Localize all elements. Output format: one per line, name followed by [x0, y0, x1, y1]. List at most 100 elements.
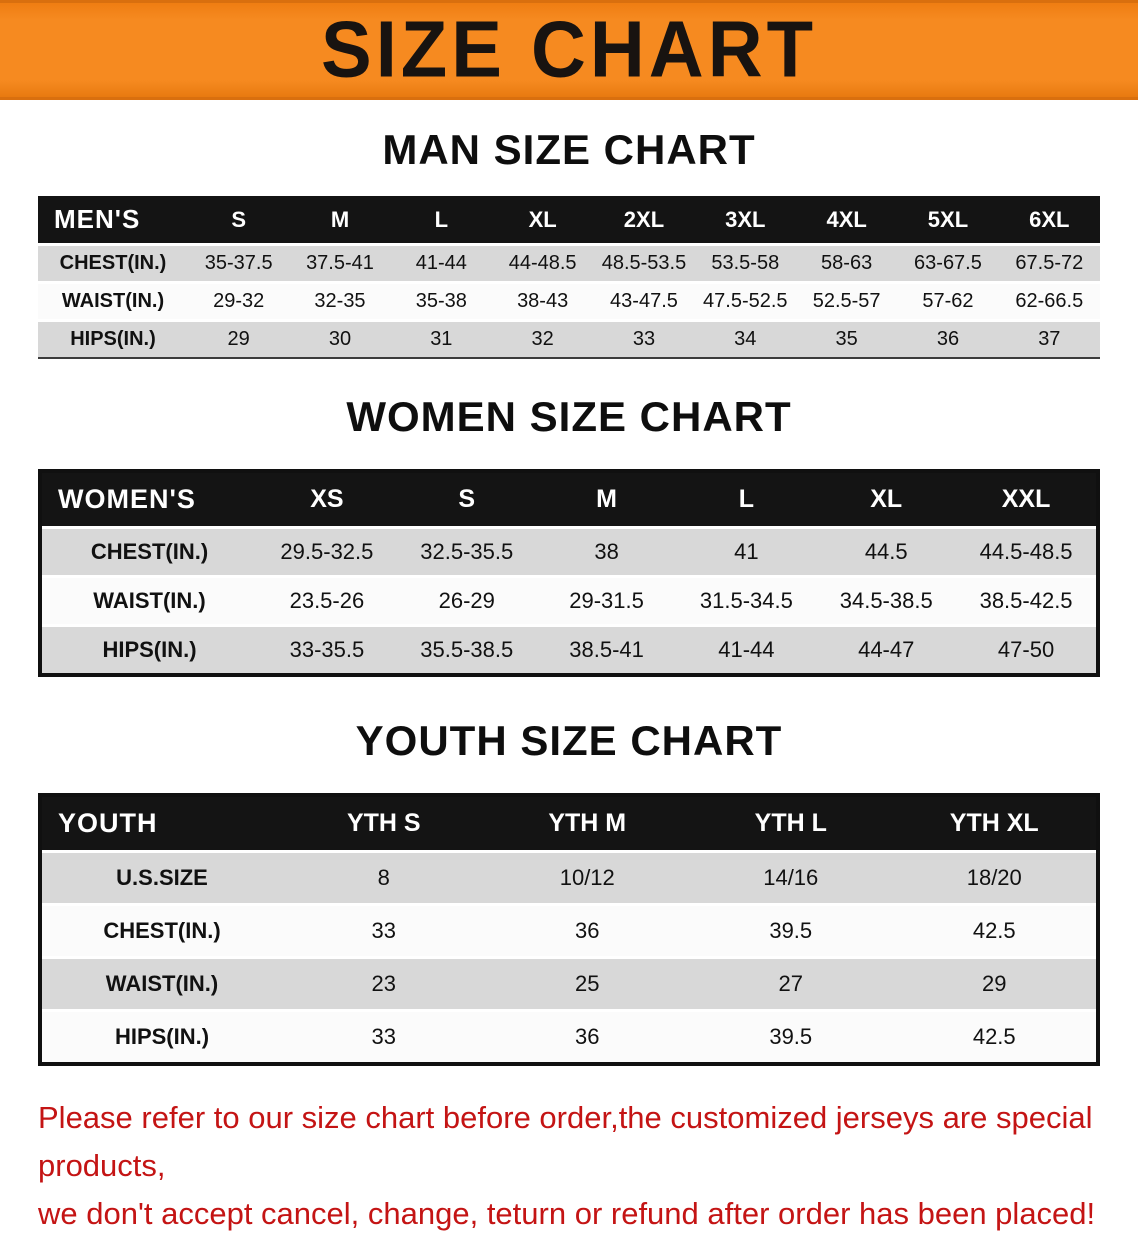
disclaimer-line-2: we don't accept cancel, change, teturn o…	[38, 1196, 1096, 1232]
women-section-heading: WOMEN SIZE CHART	[346, 393, 792, 440]
size-value: 44.5-48.5	[956, 529, 1096, 578]
size-column-header: XL	[816, 473, 957, 529]
size-value: 57-62	[897, 284, 999, 322]
size-value: 29.5-32.5	[257, 529, 397, 578]
size-value: 35-38	[390, 284, 492, 322]
size-column-header: YTH L	[689, 797, 893, 853]
banner: SIZE CHART	[0, 0, 1138, 100]
measurement-row: HIPS(IN.) 33 36 39.5 42.5	[42, 1012, 1096, 1062]
size-column-header: L	[390, 196, 492, 246]
size-value: 30	[328, 328, 352, 350]
size-column-header: M	[289, 196, 391, 246]
disclaimer-line-1: Please refer to our size chart before or…	[38, 1100, 1093, 1184]
size-value: 33	[371, 1024, 396, 1049]
size-value: 32-35	[289, 284, 391, 322]
size-value: 42.5	[892, 906, 1096, 959]
size-value: 8	[282, 853, 486, 906]
men-section-heading: MAN SIZE CHART	[382, 126, 756, 173]
size-column-header: 3XL	[694, 196, 796, 246]
size-value: 35	[835, 328, 858, 350]
measurement-row: WAIST(IN.) 29-32 32-35 35-38 38-43 43-47.5 47.…	[38, 284, 1100, 322]
size-header-row: MEN'S S M L XL 2XL 3XL 4XL 5XL 6XL	[38, 196, 1100, 246]
row-label: WAIST(IN.)	[42, 959, 282, 1012]
size-value: 25	[485, 959, 689, 1012]
size-value: 32.5-35.5	[396, 529, 537, 578]
size-column-header: 6XL	[998, 196, 1100, 246]
size-header-row: YOUTH YTH S YTH M YTH L YTH XL	[42, 797, 1096, 853]
size-value: 32	[531, 328, 554, 350]
size-value: 23.5-26	[257, 578, 397, 627]
size-column-header: S	[188, 196, 290, 246]
table-corner-label: WOMEN'S	[42, 473, 257, 529]
size-value: 48.5-53.5	[593, 246, 695, 284]
size-value: 42.5	[972, 1024, 1016, 1049]
size-value: 29	[227, 328, 250, 350]
size-value: 36	[485, 906, 689, 959]
measurement-row: WAIST(IN.) 23.5-26 26-29 29-31.5 31.5-34.5 34…	[42, 578, 1096, 627]
row-label: HIPS(IN.)	[70, 328, 156, 350]
size-value: 23	[282, 959, 486, 1012]
size-column-header: L	[676, 473, 817, 529]
row-label: CHEST(IN.)	[38, 246, 188, 284]
size-value: 35-37.5	[188, 246, 290, 284]
size-value: 47-50	[997, 637, 1055, 662]
measurement-row: WAIST(IN.) 23 25 27 29	[42, 959, 1096, 1012]
size-value: 44.5	[816, 529, 957, 578]
size-value: 52.5-57	[795, 284, 898, 322]
measurement-row: HIPS(IN.) 33-35.5 35.5-38.5 38.5-41 41-44 44-…	[42, 627, 1096, 673]
row-label: HIPS(IN.)	[102, 637, 197, 662]
size-value: 39.5	[769, 1024, 813, 1049]
youth-size-table: YOUTH YTH S YTH M YTH L YTH XL U.S.SIZE 8 10/12…	[38, 793, 1100, 1066]
size-value: 63-67.5	[897, 246, 999, 284]
measurement-row: CHEST(IN.) 35-37.5 37.5-41 41-44 44-48.5 48.5…	[38, 246, 1100, 284]
size-value: 38-43	[491, 284, 594, 322]
size-value: 47.5-52.5	[694, 284, 796, 322]
size-value: 44-47	[858, 637, 915, 662]
size-value: 37	[1038, 328, 1061, 350]
size-value: 44-48.5	[491, 246, 594, 284]
size-column-header: YTH M	[485, 797, 689, 853]
measurement-row: CHEST(IN.) 29.5-32.5 32.5-35.5 38 41 44.5 44.5…	[42, 529, 1096, 578]
size-column-header: XS	[257, 473, 397, 529]
disclaimer: Please refer to our size chart before or…	[38, 1094, 1104, 1238]
size-value: 33	[282, 906, 486, 959]
size-value: 36	[936, 328, 960, 350]
women-size-table: WOMEN'S XS S M L XL XXL CHEST(IN.) 29.5-32.5 32.5…	[38, 469, 1100, 677]
size-value: 58-63	[795, 246, 898, 284]
size-column-header: 5XL	[897, 196, 999, 246]
size-value: 38.5-42.5	[956, 578, 1096, 627]
row-label: CHEST(IN.)	[42, 529, 257, 578]
size-value: 39.5	[689, 906, 893, 959]
youth-section-heading: YOUTH SIZE CHART	[355, 717, 783, 764]
size-value: 41-44	[718, 637, 775, 662]
size-value: 10/12	[485, 853, 689, 906]
size-value: 38.5-41	[569, 637, 644, 662]
size-value: 36	[575, 1024, 600, 1049]
size-value: 33	[632, 328, 656, 350]
size-column-header: YTH XL	[892, 797, 1096, 853]
size-value: 38	[536, 529, 677, 578]
measurement-row: HIPS(IN.) 29 30 31 32 33 34 35 36 37	[38, 322, 1100, 357]
size-value: 26-29	[396, 578, 537, 627]
size-value: 31	[430, 328, 453, 350]
size-value: 34	[734, 328, 757, 350]
size-column-header: YTH S	[282, 797, 486, 853]
size-value: 29	[892, 959, 1096, 1012]
size-column-header: S	[396, 473, 537, 529]
size-column-header: XL	[491, 196, 594, 246]
size-value: 62-66.5	[998, 284, 1100, 322]
size-header-row: WOMEN'S XS S M L XL XXL	[42, 473, 1096, 529]
size-column-header: 2XL	[593, 196, 695, 246]
measurement-row: U.S.SIZE 8 10/12 14/16 18/20	[42, 853, 1096, 906]
size-column-header: XXL	[956, 473, 1096, 529]
size-column-header: M	[536, 473, 677, 529]
table-corner-label: MEN'S	[38, 196, 188, 246]
size-value: 35.5-38.5	[420, 637, 514, 662]
size-value: 41	[676, 529, 817, 578]
table-corner-label: YOUTH	[42, 797, 282, 853]
size-value: 34.5-38.5	[816, 578, 957, 627]
page-title: SIZE CHART	[321, 4, 817, 95]
size-value: 43-47.5	[593, 284, 695, 322]
size-value: 27	[689, 959, 893, 1012]
